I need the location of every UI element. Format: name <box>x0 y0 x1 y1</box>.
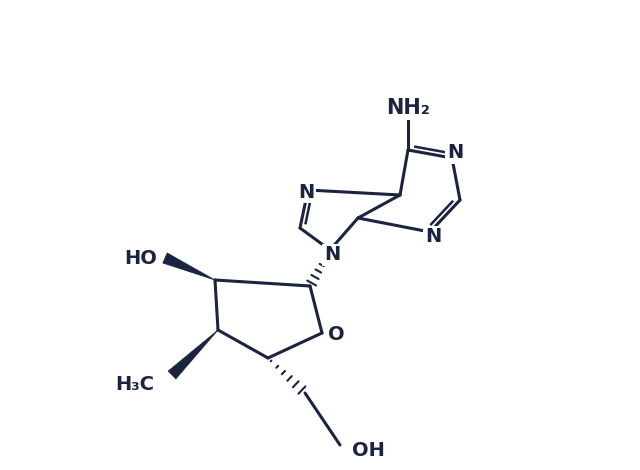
Polygon shape <box>163 253 215 280</box>
Text: N: N <box>324 245 340 265</box>
Text: NH₂: NH₂ <box>386 98 430 118</box>
Text: N: N <box>298 182 314 202</box>
Text: N: N <box>425 227 441 246</box>
Text: HO: HO <box>124 249 157 267</box>
Text: OH: OH <box>352 440 385 460</box>
Text: O: O <box>328 326 344 345</box>
Text: H₃C: H₃C <box>115 376 154 394</box>
Polygon shape <box>168 330 218 379</box>
Text: N: N <box>447 143 463 163</box>
